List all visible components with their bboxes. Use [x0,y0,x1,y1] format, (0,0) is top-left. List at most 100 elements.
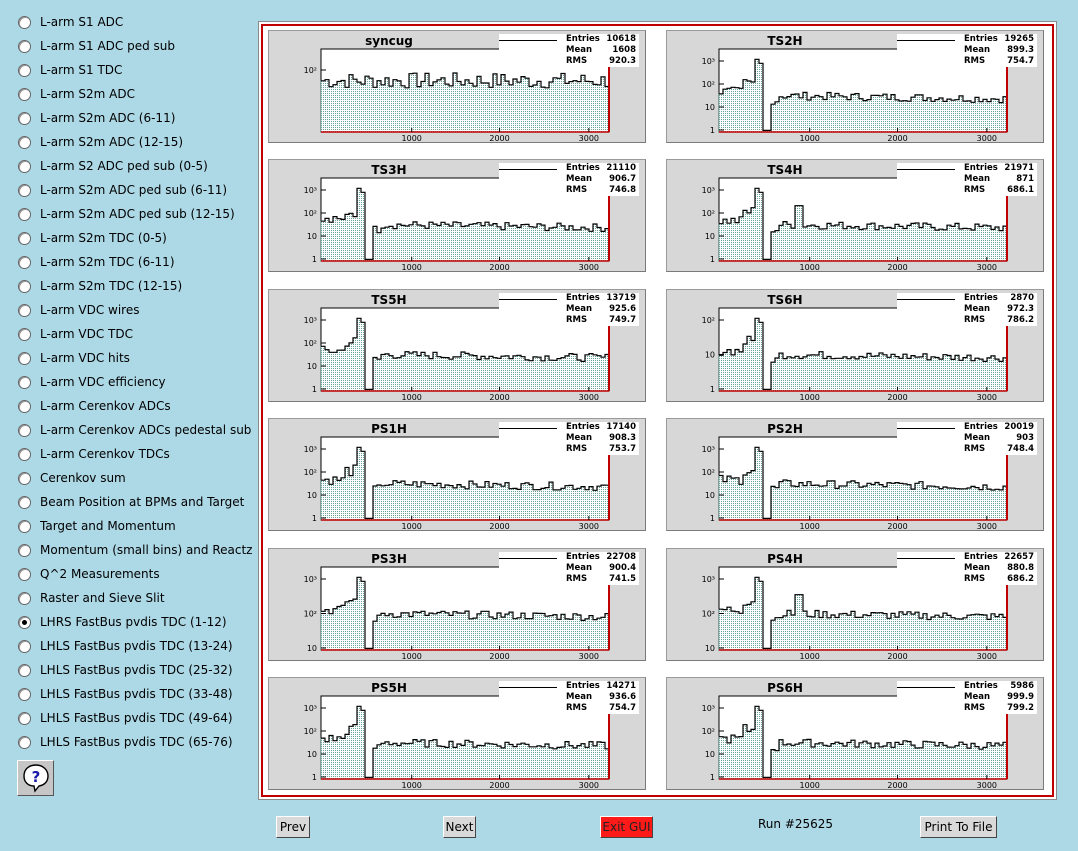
radio-unchecked-icon[interactable] [18,567,31,581]
menu-item[interactable]: L-arm Cerenkov TDCs [14,442,254,466]
print-to-file-button[interactable]: Print To File [920,816,997,838]
menu-item[interactable]: L-arm VDC hits [14,346,254,370]
menu-item[interactable]: L-arm Cerenkov ADCs [14,394,254,418]
radio-unchecked-icon[interactable] [18,135,31,149]
histogram-pad[interactable]: 1000 2000 3000 10³ 10² 10 PS3H Entries 22708 Mean… [268,548,646,661]
histogram-pad[interactable]: 1000 2000 3000 10³ 10² 10 PS4H Entries 22657 Mean… [666,548,1044,661]
radio-unchecked-icon[interactable] [18,303,31,317]
stats-value: 13719 [606,293,636,303]
menu-item[interactable]: L-arm Cerenkov ADCs pedestal sub [14,418,254,442]
menu-item[interactable]: Cerenkov sum [14,466,254,490]
menu-item[interactable]: Raster and Sieve Slit [14,586,254,610]
menu-item[interactable]: L-arm S1 TDC [14,58,254,82]
stats-row-entries: Entries 10618 [499,34,639,45]
x-tick-label: 1000 [402,652,422,661]
radio-unchecked-icon[interactable] [18,471,31,485]
radio-unchecked-icon[interactable] [18,207,31,221]
menu-item[interactable]: L-arm S2m ADC [14,82,254,106]
radio-unchecked-icon[interactable] [18,663,31,677]
histogram-title: TS5H [371,293,407,307]
menu-item[interactable]: Momentum (small bins) and Reactz [14,538,254,562]
radio-unchecked-icon[interactable] [18,639,31,653]
prev-button[interactable]: Prev [276,816,310,838]
stats-value: 786.2 [1007,315,1034,325]
radio-unchecked-icon[interactable] [18,15,31,29]
histogram-pad[interactable]: 1000 2000 3000 10³ 10² 10 1 TS3H Entries 21110 Mea… [268,159,646,272]
histogram-pad[interactable]: 1000 2000 3000 10³ 10² 10 1 TS2H Entries 19265 Mea… [666,30,1044,143]
y-tick-label: 10² [702,468,715,477]
histogram-line [321,72,609,89]
menu-item[interactable]: L-arm S1 ADC ped sub [14,34,254,58]
radio-unchecked-icon[interactable] [18,87,31,101]
radio-unchecked-icon[interactable] [18,687,31,701]
radio-unchecked-icon[interactable] [18,591,31,605]
radio-unchecked-icon[interactable] [18,447,31,461]
menu-item[interactable]: L-arm VDC wires [14,298,254,322]
y-tick-label: 10³ [702,57,715,66]
menu-item[interactable]: LHLS FastBus pvdis TDC (13-24) [14,634,254,658]
histogram-pad[interactable]: 1000 2000 3000 10³ 10² 10 1 PS1H Entries 17140 Mea… [268,418,646,531]
stats-row-mean: Mean 900.4 [499,563,639,574]
stats-row-mean: Mean 936.6 [499,692,639,703]
menu-item[interactable]: LHLS FastBus pvdis TDC (25-32) [14,658,254,682]
radio-unchecked-icon[interactable] [18,279,31,293]
y-tick-label: 10² [702,209,715,218]
menu-item[interactable]: L-arm VDC TDC [14,322,254,346]
menu-item[interactable]: LHLS FastBus pvdis TDC (65-76) [14,730,254,754]
y-tick-label: 10 [307,232,317,241]
menu-item[interactable]: L-arm S1 ADC [14,10,254,34]
radio-unchecked-icon[interactable] [18,255,31,269]
next-button[interactable]: Next [443,816,476,838]
radio-unchecked-icon[interactable] [18,735,31,749]
menu-item[interactable]: Target and Momentum [14,514,254,538]
menu-item[interactable]: Q^2 Measurements [14,562,254,586]
menu-item[interactable]: L-arm S2m ADC (6-11) [14,106,254,130]
histogram-pad[interactable]: 1000 2000 3000 10² syncug Entries 10618 Mean 160… [268,30,646,143]
menu-item[interactable]: L-arm S2m ADC ped sub (6-11) [14,178,254,202]
menu-item[interactable]: LHLS FastBus pvdis TDC (49-64) [14,706,254,730]
stats-row-mean: Mean 903 [897,433,1037,444]
histogram-pad[interactable]: 1000 2000 3000 10³ 10² 10 1 PS2H Entries 20019 Mea… [666,418,1044,531]
histogram-pad[interactable]: 1000 2000 3000 10³ 10² 10 1 TS4H Entries 21971 Mea… [666,159,1044,272]
radio-unchecked-icon[interactable] [18,519,31,533]
histogram-title: PS6H [767,681,803,695]
radio-unchecked-icon[interactable] [18,351,31,365]
stats-row-rms: RMS 786.2 [897,315,1037,326]
menu-item[interactable]: L-arm S2m ADC ped sub (12-15) [14,202,254,226]
x-tick-label: 2000 [887,134,907,143]
histogram-pad[interactable]: 1000 2000 3000 10³ 10² 10 1 TS5H Entries 13719 Mea… [268,289,646,402]
menu-item[interactable]: L-arm VDC efficiency [14,370,254,394]
menu-item[interactable]: LHLS FastBus pvdis TDC (33-48) [14,682,254,706]
radio-unchecked-icon[interactable] [18,111,31,125]
menu-item[interactable]: L-arm S2m ADC (12-15) [14,130,254,154]
menu-item[interactable]: L-arm S2m TDC (0-5) [14,226,254,250]
radio-checked-icon[interactable] [18,615,31,629]
histogram-pad[interactable]: 1000 2000 3000 10² 10 1 TS6H Entries 2870 Mean 972… [666,289,1044,402]
stats-label: RMS [566,185,588,195]
radio-unchecked-icon[interactable] [18,39,31,53]
histogram-line [719,187,1007,260]
help-button[interactable]: ? [17,760,54,796]
menu-item[interactable]: L-arm S2m TDC (12-15) [14,274,254,298]
menu-item[interactable]: Beam Position at BPMs and Target [14,490,254,514]
radio-unchecked-icon[interactable] [18,231,31,245]
menu-item[interactable]: LHRS FastBus pvdis TDC (1-12) [14,610,254,634]
radio-unchecked-icon[interactable] [18,375,31,389]
radio-unchecked-icon[interactable] [18,711,31,725]
histogram-pad[interactable]: 1000 2000 3000 10³ 10² 10 1 PS6H Entries 5986 Mean… [666,677,1044,790]
radio-unchecked-icon[interactable] [18,423,31,437]
radio-unchecked-icon[interactable] [18,543,31,557]
menu-item[interactable]: L-arm S2 ADC ped sub (0-5) [14,154,254,178]
exit-gui-button[interactable]: Exit GUI [600,816,653,838]
radio-unchecked-icon[interactable] [18,495,31,509]
radio-unchecked-icon[interactable] [18,399,31,413]
menu-item-label: Momentum (small bins) and Reactz [40,543,253,557]
radio-unchecked-icon[interactable] [18,63,31,77]
menu-item[interactable]: L-arm S2m TDC (6-11) [14,250,254,274]
radio-unchecked-icon[interactable] [18,327,31,341]
menu-item-label: LHLS FastBus pvdis TDC (25-32) [40,663,233,677]
radio-unchecked-icon[interactable] [18,159,31,173]
radio-unchecked-icon[interactable] [18,183,31,197]
histogram-pad[interactable]: 1000 2000 3000 10³ 10² 10 1 PS5H Entries 14271 Mea… [268,677,646,790]
y-tick-label: 10² [304,66,317,75]
